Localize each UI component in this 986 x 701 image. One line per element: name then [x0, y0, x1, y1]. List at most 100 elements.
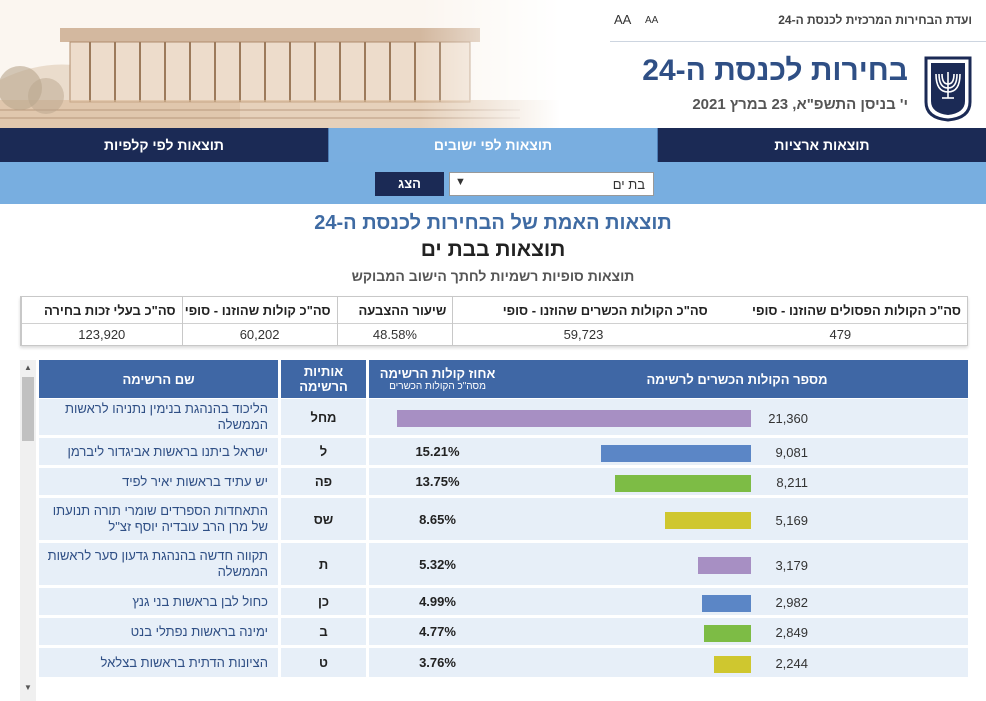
votes-cell: 5,169: [506, 498, 968, 540]
vote-bar: [714, 656, 751, 673]
votes-cell: 3,179: [506, 543, 968, 585]
chevron-down-icon[interactable]: ▼: [455, 176, 466, 188]
list-letters: ת: [278, 543, 366, 585]
vote-bar: [397, 410, 751, 427]
list-name: התאחדות הספרדים שומרי תורה תנועתו של מרן…: [36, 498, 278, 540]
header-letters-line2: הרשימה: [299, 379, 348, 394]
list-name: תקווה חדשה בהנהגת גדעון סער לראשות הממשל…: [36, 543, 278, 585]
page-title: בחירות לכנסת ה-24: [642, 54, 908, 87]
summary-label: סה"כ הקולות הכשרים שהוזנו - סופי: [453, 297, 714, 324]
table-row: יש עתיד בראשות יאיר לפיד פה 13.75% 8,211: [36, 468, 968, 498]
summary-label: סה"כ הקולות הפסולים שהוזנו - סופי: [713, 297, 967, 324]
list-percent: 15.21%: [366, 438, 506, 465]
header-list-percent: אחוז קולות הרשימה מסה"כ הקולות הכשרים: [366, 360, 506, 398]
summary-valid-votes: סה"כ הקולות הכשרים שהוזנו - סופי 59,723: [452, 297, 714, 345]
city-select-value: בת ים: [612, 177, 645, 192]
vote-bar: [704, 625, 751, 642]
summary-value: 479: [829, 327, 852, 342]
list-letters: ט: [278, 648, 366, 677]
list-percent: 4.99%: [366, 588, 506, 615]
vote-count-label: 9,081: [775, 445, 808, 460]
vote-count-label: 8,211: [776, 475, 808, 490]
state-emblem-icon: [922, 56, 974, 122]
summary-value: 48.58%: [372, 327, 417, 342]
tab-results-by-ballot[interactable]: תוצאות לפי קלפיות: [0, 128, 328, 162]
votes-cell: 9,081: [506, 438, 968, 465]
results-note: תוצאות סופיות רשמיות לחתך הישוב המבוקש: [351, 268, 635, 284]
summary-label: סה"כ קולות שהוזנו - סופי: [182, 297, 337, 324]
list-name: ישראל ביתנו בראשות אביגדור ליברמן: [36, 438, 278, 465]
scroll-up-icon[interactable]: ▲: [24, 363, 32, 372]
list-letters: כן: [278, 588, 366, 615]
city-search-bar: בת ים ▼ הצג: [0, 162, 986, 204]
font-size-small-button[interactable]: AΑ: [645, 15, 659, 26]
summary-label: שיעור ההצבעה: [337, 297, 453, 324]
summary-value: 60,202: [239, 327, 280, 342]
scrollbar[interactable]: ▲ ▼: [20, 360, 36, 701]
list-letters: מחל: [278, 399, 366, 435]
scroll-down-icon[interactable]: ▼: [24, 683, 32, 692]
list-percent: 5.32%: [366, 543, 506, 585]
summary-total-votes: סה"כ קולות שהוזנו - סופי 60,202: [181, 297, 337, 345]
vote-bar: [702, 595, 751, 612]
page-header: ועדת הבחירות המרכזית לכנסת ה-24 AΑ AΑ בח…: [0, 0, 986, 128]
vote-bar: [615, 475, 751, 492]
table-row: ישראל ביתנו בראשות אביגדור ליברמן ל 15.21%…: [36, 438, 968, 468]
tab-national-results[interactable]: תוצאות ארציות: [658, 128, 986, 162]
summary-value: 123,920: [78, 327, 126, 342]
top-bar: ועדת הבחירות המרכזית לכנסת ה-24 AΑ AΑ: [610, 0, 986, 42]
summary-value: 59,723: [563, 327, 604, 342]
list-name: יש עתיד בראשות יאיר לפיד: [36, 468, 278, 495]
committee-name[interactable]: ועדת הבחירות המרכזית לכנסת ה-24: [778, 13, 972, 27]
city-select[interactable]: בת ים ▼: [449, 172, 654, 196]
vote-bar: [665, 512, 751, 529]
header-pct-line1: אחוז קולות הרשימה: [379, 366, 496, 381]
votes-cell: 2,244: [506, 648, 968, 677]
header-list-letters: אותיות הרשימה: [278, 360, 366, 398]
votes-cell: 21,360: [397, 399, 968, 435]
list-name: הליכוד בהנהגת בנימין נתניהו לראשות הממשל…: [36, 399, 278, 435]
list-letters: שס: [278, 498, 366, 540]
scroll-thumb[interactable]: [22, 377, 34, 441]
tab-results-by-city[interactable]: תוצאות לפי ישובים: [328, 128, 658, 162]
list-percent: 8.65%: [366, 498, 506, 540]
summary-invalid-votes: סה"כ הקולות הפסולים שהוזנו - סופי 479: [713, 297, 967, 345]
list-percent: 4.77%: [366, 618, 506, 645]
vote-bar: [601, 445, 751, 462]
list-percent: 13.75%: [366, 468, 506, 495]
summary-table: סה"כ בעלי זכות בחירה 123,920 סה"כ קולות …: [20, 296, 968, 346]
list-name: כחול לבן בראשות בני גנץ: [36, 588, 278, 615]
list-letters: ב: [278, 618, 366, 645]
votes-cell: 8,211: [506, 468, 968, 495]
list-name: הציונות הדתית בראשות בצלאל: [36, 648, 278, 677]
header-list-votes: מספר הקולות הכשרים לרשימה: [506, 360, 968, 398]
header-letters-line1: אותיות: [303, 364, 344, 379]
table-row: הציונות הדתית בראשות בצלאל ט 3.76% 2,244: [36, 648, 968, 680]
list-letters: פה: [278, 468, 366, 495]
election-date: י' בניסן התשפ"א, 23 במרץ 2021: [692, 96, 908, 113]
list-name: ימינה בראשות נפתלי בנט: [36, 618, 278, 645]
summary-label: סה"כ בעלי זכות בחירה: [22, 297, 182, 324]
list-percent: 3.76%: [366, 648, 506, 677]
table-row: ימינה בראשות נפתלי בנט ב 4.77% 2,849: [36, 618, 968, 648]
list-letters: ל: [278, 438, 366, 465]
vote-count-label: 2,244: [775, 656, 808, 671]
show-button[interactable]: הצג: [375, 172, 444, 196]
header-list-name: שם הרשימה: [36, 360, 278, 398]
table-header: שם הרשימה אותיות הרשימה אחוז קולות הרשימ…: [36, 360, 968, 398]
results-table: ▲ ▼ שם הרשימה אותיות הרשימה אחוז קולות ה…: [20, 360, 968, 701]
table-row: כחול לבן בראשות בני גנץ כן 4.99% 2,982: [36, 588, 968, 618]
city-results-title: תוצאות בבת ים: [420, 238, 566, 261]
vote-count-label: 5,169: [775, 513, 808, 528]
vote-count-label: 2,849: [775, 625, 808, 640]
vote-count-label: 21,360: [768, 411, 808, 426]
table-body: הליכוד בהנהגת בנימין נתניהו לראשות הממשל…: [36, 399, 968, 680]
font-size-large-button[interactable]: AΑ: [614, 12, 632, 27]
summary-eligible-voters: סה"כ בעלי זכות בחירה 123,920: [21, 297, 182, 345]
table-row: התאחדות הספרדים שומרי תורה תנועתו של מרן…: [36, 498, 968, 543]
table-row: תקווה חדשה בהנהגת גדעון סער לראשות הממשל…: [36, 543, 968, 588]
vote-count-label: 2,982: [775, 595, 808, 610]
vote-bar: [698, 557, 751, 574]
vote-count-label: 3,179: [775, 558, 808, 573]
table-row: הליכוד בהנהגת בנימין נתניהו לראשות הממשל…: [36, 399, 968, 438]
